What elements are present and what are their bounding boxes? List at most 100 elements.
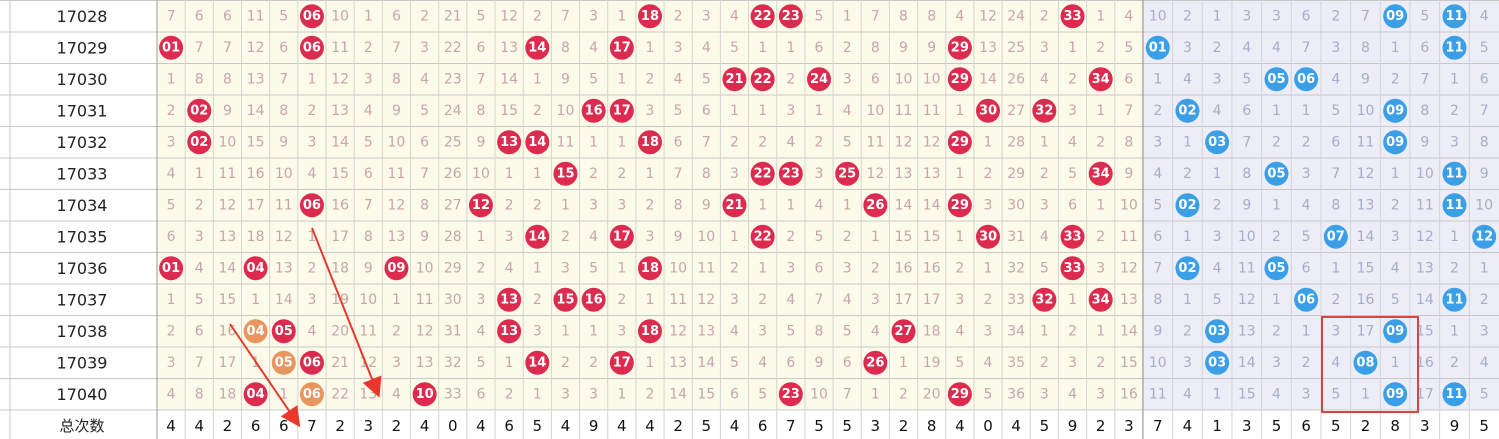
ball-number: 02 xyxy=(1178,261,1196,276)
miss-count: 8 xyxy=(420,197,429,213)
ball-number: 02 xyxy=(190,135,208,150)
miss-count: 1 xyxy=(561,197,570,213)
ball-number: 26 xyxy=(866,355,884,370)
miss-count: 2 xyxy=(561,355,570,371)
ball xyxy=(1060,256,1085,281)
miss-count: 1 xyxy=(646,40,655,56)
ball-number: 17 xyxy=(613,355,631,370)
miss-count: 10 xyxy=(359,292,377,308)
miss-count: 2 xyxy=(1096,229,1105,245)
ball-number: 21 xyxy=(725,72,743,87)
miss-count: 2 xyxy=(1391,71,1400,87)
total-count: 0 xyxy=(983,417,993,435)
miss-count: 2 xyxy=(533,103,542,119)
total-count: 6 xyxy=(251,417,261,435)
miss-count: 2 xyxy=(646,386,655,402)
miss-count: 2 xyxy=(561,229,570,245)
miss-count: 6 xyxy=(815,260,824,276)
miss-count: 2 xyxy=(815,134,824,150)
miss-count: 2 xyxy=(1183,323,1192,339)
miss-count: 1 xyxy=(1391,355,1400,371)
miss-count: 2 xyxy=(984,292,993,308)
miss-count: 18 xyxy=(331,260,349,276)
miss-count: 5 xyxy=(476,355,485,371)
miss-count: 11 xyxy=(1238,260,1256,276)
miss-count: 4 xyxy=(871,323,880,339)
miss-count: 22 xyxy=(331,386,349,402)
miss-count: 6 xyxy=(476,386,485,402)
total-count: 4 xyxy=(1183,417,1193,435)
ball xyxy=(1383,4,1408,29)
miss-count: 3 xyxy=(1096,386,1105,402)
miss-count: 6 xyxy=(1302,8,1311,24)
total-count: 5 xyxy=(533,417,543,435)
ball xyxy=(243,256,268,281)
miss-count: 3 xyxy=(730,166,739,182)
issue-number: 17039 xyxy=(57,353,108,372)
miss-count: 5 xyxy=(1242,71,1251,87)
miss-count: 6 xyxy=(1153,229,1162,245)
miss-count: 3 xyxy=(1068,355,1077,371)
ball xyxy=(609,224,634,249)
miss-count: 6 xyxy=(223,8,232,24)
miss-count: 5 xyxy=(1302,229,1311,245)
miss-count: 3 xyxy=(646,229,655,245)
ball xyxy=(1383,319,1408,344)
miss-count: 3 xyxy=(589,386,598,402)
miss-count: 27 xyxy=(1007,103,1025,119)
miss-count: 4 xyxy=(1272,40,1281,56)
miss-count: 12 xyxy=(500,8,518,24)
miss-count: 36 xyxy=(1007,386,1025,402)
ball-number: 23 xyxy=(782,9,800,24)
miss-count: 31 xyxy=(444,323,462,339)
miss-count: 8 xyxy=(1361,40,1370,56)
ball-number: 29 xyxy=(951,198,969,213)
miss-count: 2 xyxy=(1096,134,1105,150)
miss-count: 2 xyxy=(1272,323,1281,339)
miss-count: 1 xyxy=(533,260,542,276)
total-count: 3 xyxy=(364,417,374,435)
miss-count: 2 xyxy=(1068,71,1077,87)
miss-count: 3 xyxy=(617,323,626,339)
ball xyxy=(1032,98,1057,123)
ball xyxy=(947,67,972,92)
total-count: 5 xyxy=(814,417,824,435)
issue-number: 17033 xyxy=(57,164,108,183)
ball xyxy=(637,319,662,344)
miss-count: 1 xyxy=(871,386,880,402)
miss-count: 11 xyxy=(923,103,941,119)
ball xyxy=(187,130,212,155)
ball-number: 02 xyxy=(1178,103,1196,118)
miss-count: 12 xyxy=(388,197,406,213)
total-count: 4 xyxy=(1011,417,1021,435)
miss-count: 1 xyxy=(1450,229,1459,245)
miss-count: 12 xyxy=(331,71,349,87)
miss-count: 1 xyxy=(617,260,626,276)
ball-number: 22 xyxy=(754,72,772,87)
ball-number: 22 xyxy=(754,9,772,24)
miss-count: 4 xyxy=(307,166,316,182)
issue-number: 17035 xyxy=(57,227,108,246)
miss-count: 2 xyxy=(1272,134,1281,150)
ball-number: 18 xyxy=(641,9,659,24)
miss-count: 19 xyxy=(923,355,941,371)
ball xyxy=(976,224,1001,249)
miss-count: 11 xyxy=(1120,229,1138,245)
miss-count: 9 xyxy=(1420,134,1429,150)
ball-number: 11 xyxy=(1445,292,1463,307)
miss-count: 5 xyxy=(702,71,711,87)
miss-count: 10 xyxy=(1357,103,1375,119)
miss-count: 4 xyxy=(195,260,204,276)
miss-count: 2 xyxy=(420,8,429,24)
issue-number: 17037 xyxy=(57,290,108,309)
miss-count: 9 xyxy=(1361,71,1370,87)
miss-count: 8 xyxy=(195,386,204,402)
ball xyxy=(525,224,550,249)
miss-count: 2 xyxy=(167,323,176,339)
ball xyxy=(1264,161,1289,186)
miss-count: 2 xyxy=(1302,355,1311,371)
miss-count: 10 xyxy=(697,229,715,245)
miss-count: 18 xyxy=(219,386,237,402)
miss-count: 1 xyxy=(476,229,485,245)
total-count: 9 xyxy=(1068,417,1078,435)
